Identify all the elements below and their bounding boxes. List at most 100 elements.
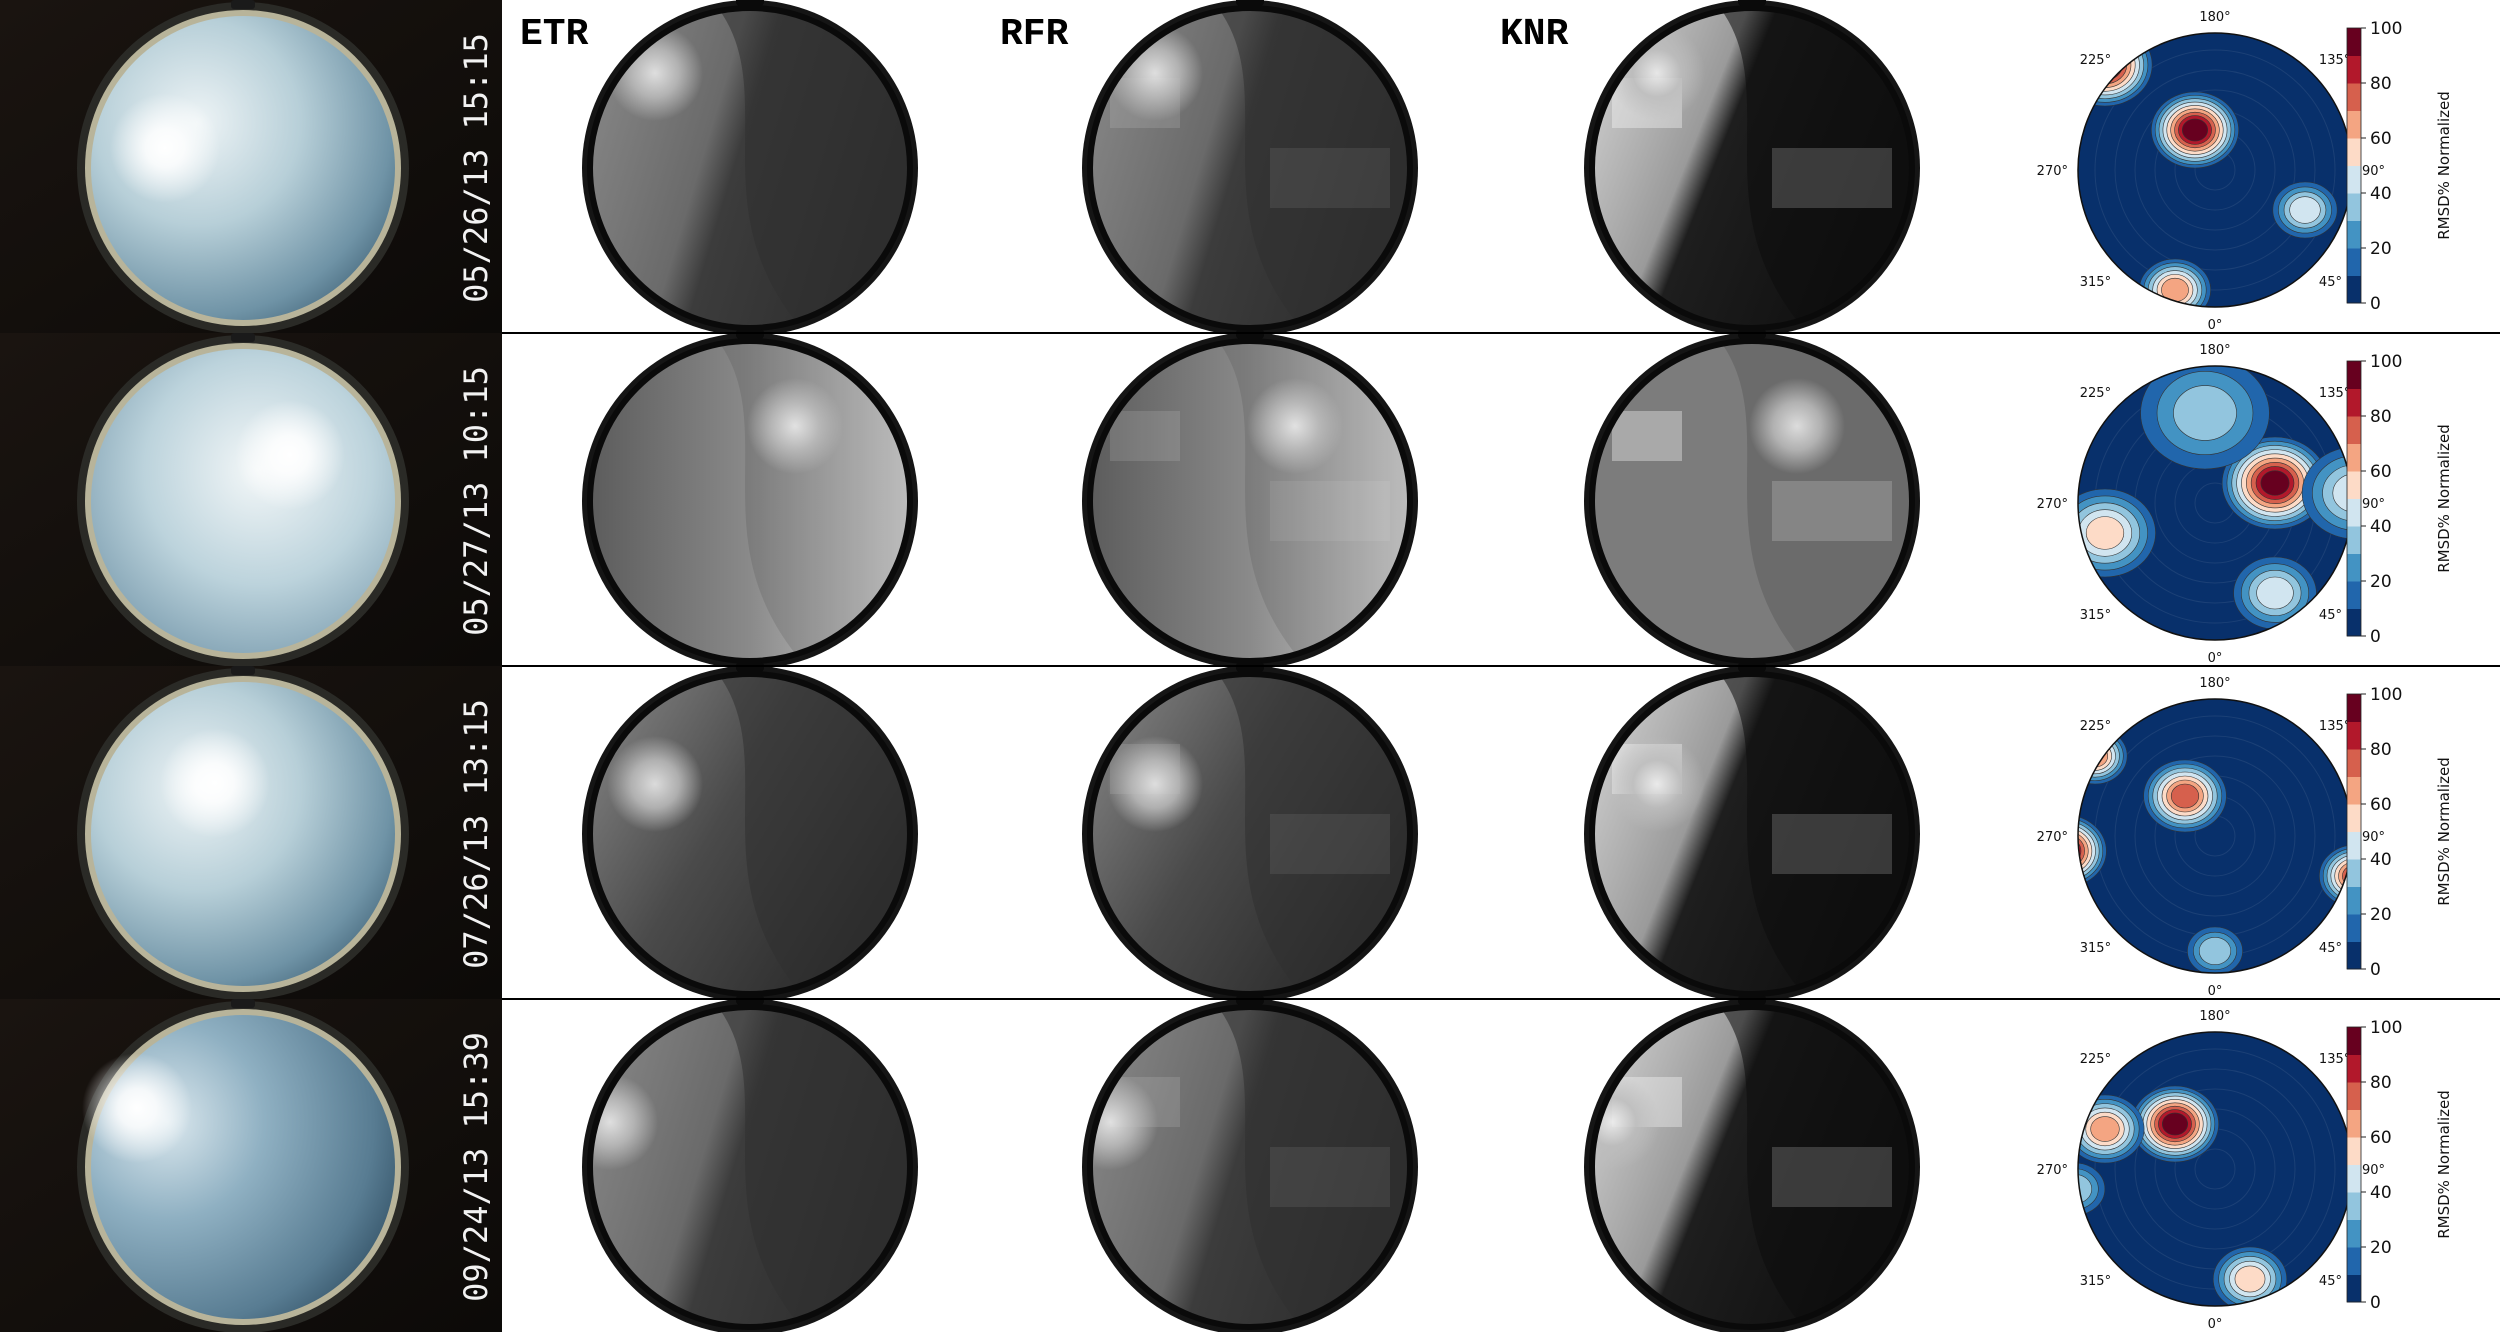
polar-angle-label: 270° <box>2037 164 2068 179</box>
timestamp-label: 05/26/13 15:15 <box>457 33 495 303</box>
prediction-map-knr-row-4 <box>1584 995 1920 1332</box>
sun-glare <box>110 93 220 203</box>
polar-angle-label: 225° <box>2080 719 2111 734</box>
colorbar-tick-label: 0 <box>2370 627 2381 647</box>
sky-image-row-1: 05/26/13 15:15 <box>0 0 502 334</box>
timestamp-label: 09/24/13 15:39 <box>457 1032 495 1302</box>
colorbar-tick-label: 0 <box>2370 960 2381 980</box>
colorbar-tick-label: 100 <box>2370 685 2402 705</box>
prediction-map-etr-row-1 <box>582 0 918 336</box>
contour-hotspot <box>2078 85 2080 155</box>
polar-angle-label: 135° <box>2319 719 2350 734</box>
sun-glare <box>82 1053 192 1163</box>
contour-hotspot <box>2140 366 2270 470</box>
colorbar-row-3: 0 20 40 60 80 100 RMSD% Normalized <box>2346 685 2453 980</box>
colorbar-tick-label: 40 <box>2370 850 2392 870</box>
colorbar-row-1: 0 20 40 60 80 100 RMSD% Normalized <box>2346 19 2453 314</box>
colorbar-tick-label: 80 <box>2370 407 2392 427</box>
contour-hotspot <box>2150 91 2240 169</box>
colorbar-tick-label: 0 <box>2370 1293 2381 1313</box>
polar-angle-label: 270° <box>2037 830 2068 845</box>
sky-image-row-4: 09/24/13 15:39 <box>0 999 502 1332</box>
contour-hotspot <box>2078 488 2156 578</box>
colorbar-tick-label: 80 <box>2370 740 2392 760</box>
polar-angle-label: 90° <box>2362 497 2385 512</box>
timestamp-label: 05/27/13 10:15 <box>457 366 495 636</box>
colorbar-tick-label: 60 <box>2370 1128 2392 1148</box>
colorbar-axis-label: RMSD% Normalized <box>2435 91 2453 240</box>
contour-hotspot <box>2131 1085 2220 1163</box>
polar-angle-label: 45° <box>2319 608 2342 623</box>
prediction-map-rfr-row-3 <box>1082 662 1418 1002</box>
polar-angle-label: 180° <box>2199 676 2230 691</box>
contour-hotspot <box>2078 1162 2106 1216</box>
polar-angle-label: 270° <box>2037 497 2068 512</box>
prediction-map-etr-row-2 <box>582 329 918 669</box>
colorbar-tick-label: 20 <box>2370 239 2392 259</box>
polar-angle-label: 45° <box>2319 941 2342 956</box>
colorbar-axis-label: RMSD% Normalized <box>2435 424 2453 573</box>
colorbar-axis-label: RMSD% Normalized <box>2435 757 2453 906</box>
prediction-map-knr-row-3 <box>1584 662 1920 1002</box>
timestamp-label: 07/26/13 13:15 <box>457 699 495 969</box>
colorbar-tick-label: 100 <box>2370 19 2402 39</box>
polar-angle-label: 0° <box>2208 1317 2223 1332</box>
polar-angle-label: 90° <box>2362 164 2385 179</box>
colorbar-tick-label: 100 <box>2370 352 2402 372</box>
prediction-map-etr-row-4 <box>582 995 918 1332</box>
polar-angle-label: 180° <box>2199 1009 2230 1024</box>
contour-hotspot <box>2221 436 2329 530</box>
prediction-map-rfr-row-2 <box>1082 329 1418 669</box>
colorbar-tick-label: 20 <box>2370 1238 2392 1258</box>
contour-hotspot <box>2078 814 2107 888</box>
colorbar-tick-label: 20 <box>2370 905 2392 925</box>
polar-angle-label: 90° <box>2362 830 2385 845</box>
polar-angle-label: 315° <box>2080 608 2111 623</box>
method-title-knr: KNR <box>1500 13 1569 56</box>
prediction-map-rfr-row-1 <box>1082 0 1418 336</box>
polar-angle-label: 45° <box>2319 1274 2342 1289</box>
polar-angle-label: 225° <box>2080 53 2111 68</box>
polar-angle-label: 135° <box>2319 53 2350 68</box>
contour-hotspot <box>2078 1094 2145 1164</box>
polar-angle-label: 0° <box>2208 984 2223 999</box>
colorbar-tick-label: 60 <box>2370 462 2392 482</box>
prediction-map-etr-row-3 <box>582 662 918 1002</box>
contour-hotspot <box>2272 181 2338 239</box>
contour-hotspot <box>2078 727 2128 785</box>
colorbar-tick-label: 40 <box>2370 1183 2392 1203</box>
rmsd-polar-plot-row-4: 180° 135° 90° 45° 0° 315° 270° 225° 0 20 40 60 80 100… <box>2037 1009 2453 1332</box>
polar-angle-label: 90° <box>2362 1163 2385 1178</box>
sun-glare <box>235 400 345 510</box>
rmsd-polar-plot-row-2: 180° 135° 90° 45° 0° 315° 270° 225° 0 20 40 60 80 100… <box>2037 343 2453 666</box>
polar-angle-label: 315° <box>2080 275 2111 290</box>
colorbar-axis-label: RMSD% Normalized <box>2435 1090 2453 1239</box>
colorbar-tick-label: 40 <box>2370 184 2392 204</box>
colorbar-row-4: 0 20 40 60 80 100 RMSD% Normalized <box>2346 1018 2453 1313</box>
contour-hotspot <box>2301 446 2352 540</box>
polar-angle-label: 135° <box>2319 386 2350 401</box>
prediction-map-rfr-row-4 <box>1082 995 1418 1332</box>
polar-angle-label: 315° <box>2080 941 2111 956</box>
sun-glare <box>160 728 270 838</box>
polar-angle-label: 270° <box>2037 1163 2068 1178</box>
contour-hotspot <box>2143 759 2227 833</box>
method-title-rfr: RFR <box>1000 13 1069 56</box>
polar-angle-label: 225° <box>2080 386 2111 401</box>
polar-angle-label: 180° <box>2199 10 2230 25</box>
polar-angle-label: 0° <box>2208 651 2223 666</box>
colorbar-tick-label: 100 <box>2370 1018 2402 1038</box>
sky-image-row-3: 07/26/13 13:15 <box>0 666 502 1000</box>
colorbar-tick-label: 60 <box>2370 129 2392 149</box>
colorbar-tick-label: 40 <box>2370 517 2392 537</box>
colorbar-tick-label: 80 <box>2370 1073 2392 1093</box>
rmsd-polar-plot-row-3: 180° 135° 90° 45° 0° 315° 270° 225° 0 20 40 60 80 100… <box>2037 676 2453 999</box>
sky-image-row-2: 05/27/13 10:15 <box>0 333 502 667</box>
polar-angle-label: 0° <box>2208 318 2223 333</box>
polar-angle-label: 135° <box>2319 1052 2350 1067</box>
colorbar-row-2: 0 20 40 60 80 100 RMSD% Normalized <box>2346 352 2453 647</box>
polar-angle-label: 180° <box>2199 343 2230 358</box>
polar-angle-label: 225° <box>2080 1052 2111 1067</box>
contour-hotspot <box>2233 556 2317 630</box>
rmsd-polar-plot-row-1: 180° 135° 90° 45° 0° 315° 270° 225° 0 20 40 60 80 100… <box>2037 10 2453 333</box>
